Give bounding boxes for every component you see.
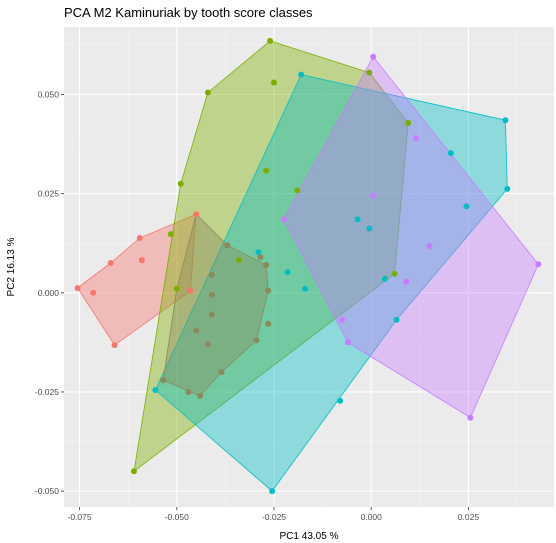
data-point-group-2 — [177, 180, 184, 187]
data-point-group-3 — [463, 203, 470, 210]
data-points — [74, 37, 542, 495]
x-axis-title: PC1 43.05 % — [280, 531, 339, 542]
data-point-group-4 — [344, 339, 351, 346]
data-point-group-5 — [208, 311, 215, 318]
chart-title: PCA M2 Kaminuriak by tooth score classes — [64, 5, 313, 20]
data-point-group-3 — [504, 185, 511, 192]
data-point-group-5 — [253, 337, 260, 344]
data-point-group-5 — [185, 389, 192, 395]
data-point-group-2 — [236, 257, 242, 264]
data-point-group-3 — [354, 216, 361, 223]
data-point-group-3 — [381, 275, 388, 282]
data-point-group-1 — [90, 289, 97, 296]
x-tick-label: -0.075 — [68, 512, 92, 522]
data-point-group-4 — [370, 53, 377, 60]
data-point-group-2 — [405, 120, 412, 126]
data-point-group-3 — [302, 285, 309, 292]
minor-gridlines — [64, 27, 554, 507]
data-point-group-3 — [284, 269, 291, 276]
data-point-group-4 — [370, 192, 377, 199]
data-point-group-5 — [204, 341, 211, 348]
data-point-group-3 — [447, 150, 454, 157]
data-point-group-2 — [271, 79, 277, 86]
y-tick-label: -0.050 — [35, 486, 59, 496]
hull-group-2 — [133, 40, 409, 472]
x-tick-label: -0.050 — [165, 512, 189, 522]
data-point-group-5 — [265, 320, 272, 327]
hull-group-5 — [162, 213, 269, 397]
y-tick-label: 0.000 — [38, 288, 60, 298]
major-gridlines — [64, 27, 554, 507]
data-point-group-3 — [255, 249, 262, 256]
data-point-group-2 — [263, 167, 270, 174]
data-point-group-5 — [257, 254, 264, 261]
data-point-group-2 — [204, 89, 211, 96]
data-point-group-5 — [263, 262, 270, 268]
x-tick-label: -0.025 — [262, 512, 286, 522]
data-point-group-2 — [267, 37, 274, 44]
plot-panel — [64, 27, 554, 507]
data-point-group-5 — [224, 242, 231, 249]
data-point-group-3 — [152, 387, 159, 393]
data-point-group-4 — [280, 216, 287, 223]
data-point-group-1 — [136, 235, 143, 241]
data-point-group-3 — [393, 316, 400, 323]
data-point-group-1 — [138, 257, 145, 264]
data-point-group-5 — [218, 369, 225, 376]
data-point-group-2 — [391, 270, 398, 277]
y-axis-title: PC2 16.13 % — [6, 237, 17, 296]
data-point-group-2 — [294, 187, 301, 194]
data-point-group-2 — [131, 468, 137, 475]
data-point-group-3 — [337, 397, 344, 404]
data-point-group-1 — [107, 260, 114, 266]
data-point-group-3 — [298, 71, 305, 78]
y-axis-ticks: -0.050 -0.025 0.000 0.025 0.050 — [35, 89, 64, 496]
y-tick-label: 0.050 — [38, 89, 60, 99]
data-point-group-5 — [193, 327, 200, 334]
data-point-group-5 — [265, 287, 272, 294]
data-point-group-4 — [467, 414, 474, 421]
data-point-group-4 — [426, 243, 433, 249]
data-point-group-1 — [111, 342, 118, 349]
group-hulls — [77, 40, 539, 492]
x-tick-label: 0.025 — [458, 512, 480, 522]
y-tick-label: -0.025 — [35, 387, 59, 397]
y-tick-label: 0.025 — [38, 189, 60, 199]
data-point-group-5 — [160, 377, 167, 384]
data-point-group-5 — [197, 392, 204, 399]
data-point-group-1 — [74, 285, 81, 291]
data-point-group-3 — [366, 225, 373, 232]
data-point-group-4 — [403, 278, 410, 285]
data-point-group-2 — [167, 231, 174, 238]
data-point-group-3 — [502, 117, 509, 124]
data-point-group-2 — [173, 285, 180, 292]
data-point-group-4 — [535, 261, 542, 268]
data-point-group-5 — [208, 291, 215, 298]
data-point-group-4 — [339, 316, 346, 323]
data-point-group-4 — [412, 135, 419, 142]
data-point-group-2 — [366, 69, 373, 76]
data-point-group-1 — [193, 211, 200, 218]
data-point-group-3 — [269, 488, 276, 495]
data-point-group-5 — [208, 271, 215, 278]
data-point-group-1 — [187, 287, 194, 294]
x-tick-label: 0.000 — [361, 512, 383, 522]
